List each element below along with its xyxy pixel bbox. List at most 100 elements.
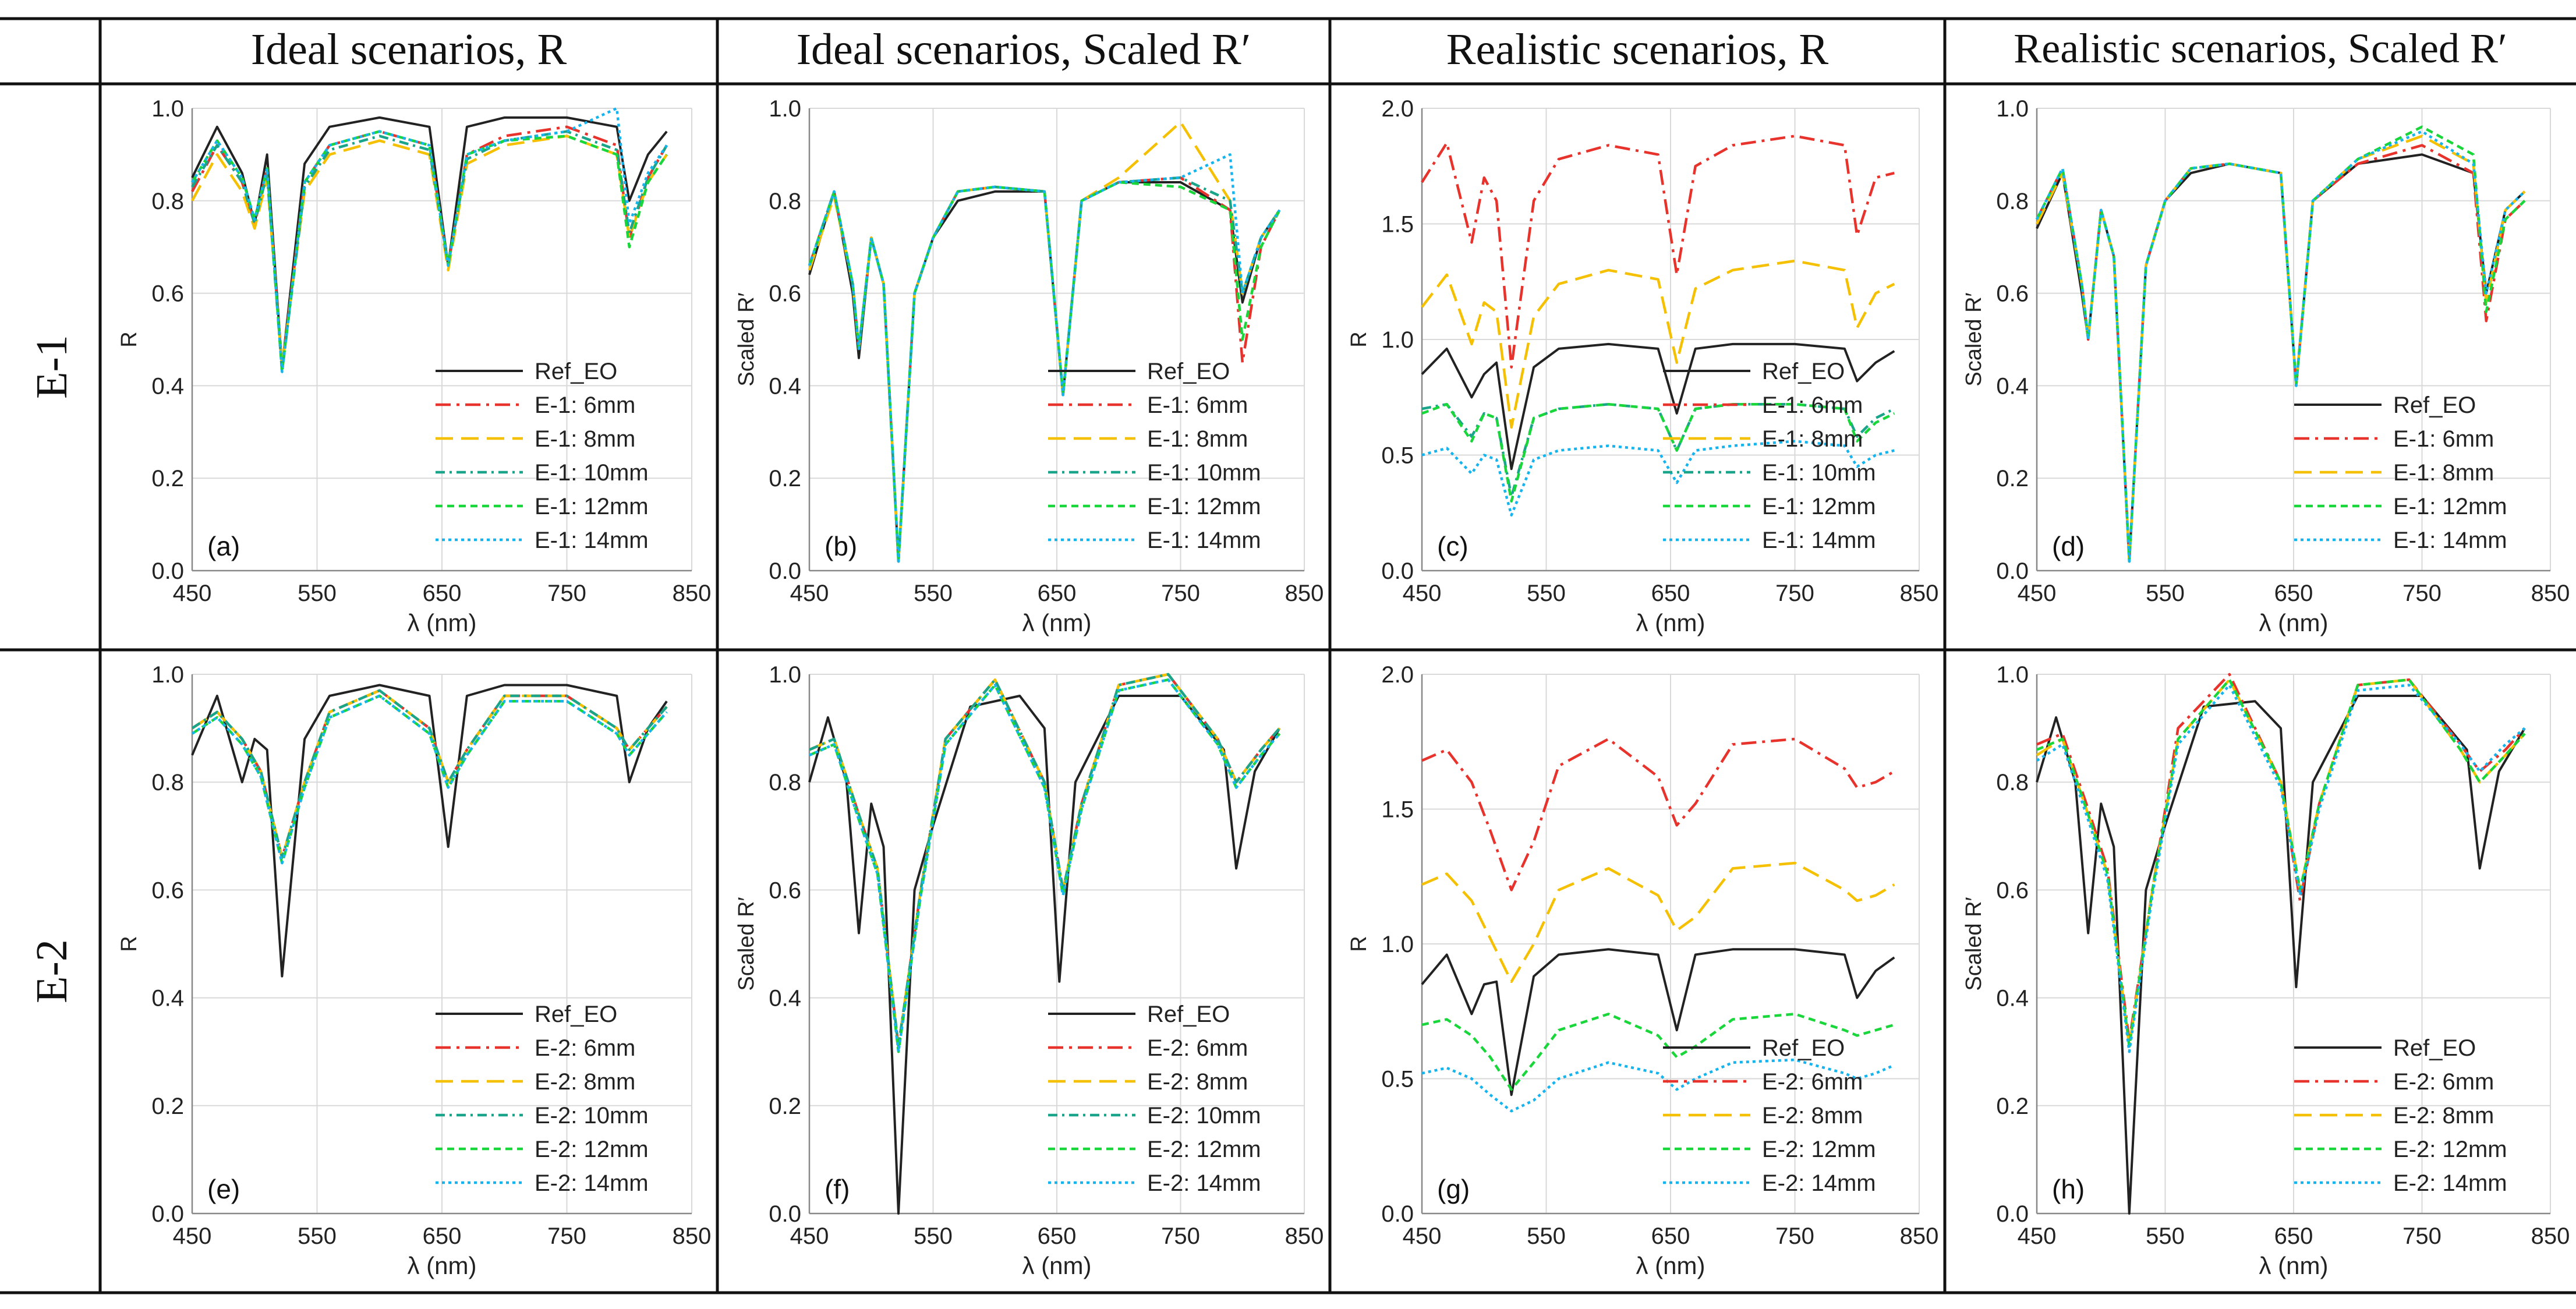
x-axis-title: λ (nm) — [1636, 609, 1705, 636]
series-line-14mm — [1421, 1058, 1895, 1113]
y-tick-label: 0.8 — [151, 189, 184, 214]
panel-label: (a) — [207, 531, 240, 561]
x-tick-label: 450 — [1403, 581, 1442, 606]
x-axis-title: λ (nm) — [1022, 1252, 1092, 1279]
legend-label-ref: Ref_EO — [1147, 359, 1230, 384]
y-tick-label: 1.5 — [1381, 212, 1414, 238]
y-tick-label: 0.8 — [151, 770, 184, 795]
x-tick-label: 450 — [173, 581, 212, 606]
legend-label-ref: Ref_EO — [1147, 1002, 1230, 1027]
series-line-12mm — [191, 130, 668, 373]
x-tick-label: 450 — [1403, 1223, 1442, 1249]
panel-label: (g) — [1437, 1174, 1470, 1204]
legend-label-10mm: E-1: 10mm — [1762, 460, 1876, 486]
legend-label-12mm: E-1: 12mm — [1762, 494, 1876, 519]
x-axis-title: λ (nm) — [408, 609, 477, 636]
x-tick-label: 650 — [423, 581, 462, 606]
chart-panel-f: 0.0 0.2 0.4 0.6 0.8 1.0 450 550 650 750 850 λ (nm) S… — [722, 653, 1325, 1289]
series-line-6mm — [1421, 737, 1895, 891]
legend-label-14mm: E-1: 14mm — [1147, 528, 1261, 553]
x-axis-title: λ (nm) — [1022, 609, 1092, 636]
panel-label: (b) — [825, 531, 857, 561]
y-tick-label: 0.6 — [1996, 878, 2029, 903]
series-line-ref — [2036, 695, 2526, 1215]
series-line-14mm — [809, 678, 1281, 1053]
y-tick-label: 0.2 — [769, 466, 801, 491]
x-tick-label: 750 — [1161, 581, 1200, 606]
series-line-10mm — [809, 673, 1281, 1048]
y-tick-label: 0.0 — [769, 1201, 801, 1227]
legend-label-8mm: E-1: 8mm — [1762, 426, 1863, 452]
legend-label-10mm: E-2: 10mm — [535, 1103, 649, 1128]
y-axis-title: Scaled R′ — [1962, 292, 1986, 386]
x-tick-label: 650 — [1038, 1223, 1077, 1249]
legend-label-10mm: E-1: 10mm — [535, 460, 649, 486]
series-line-6mm — [191, 125, 668, 369]
legend-label-14mm: E-2: 14mm — [535, 1170, 649, 1196]
x-tick-label: 550 — [2146, 581, 2185, 606]
y-tick-label: 0.2 — [151, 466, 184, 491]
series-line-8mm — [1421, 861, 1895, 983]
series-line-14mm — [1421, 440, 1895, 516]
x-tick-label: 850 — [1900, 581, 1939, 606]
panel-label: (f) — [825, 1174, 850, 1204]
x-tick-label: 650 — [1651, 1223, 1690, 1249]
series-line-10mm — [191, 130, 668, 373]
legend-label-10mm: E-1: 10mm — [1147, 460, 1261, 486]
y-tick-label: 1.0 — [769, 662, 801, 688]
y-tick-label: 0.6 — [769, 878, 801, 903]
series-line-6mm — [1421, 135, 1895, 369]
y-tick-label: 0.0 — [1381, 558, 1414, 584]
column-header-realistic-scaled: Realistic scenarios, Scaled R′ — [2014, 25, 2507, 72]
x-tick-label: 550 — [1527, 581, 1566, 606]
series-line-14mm — [191, 694, 668, 865]
legend-label-10mm: E-2: 10mm — [1147, 1103, 1261, 1128]
x-tick-label: 650 — [1038, 581, 1077, 606]
x-tick-label: 550 — [914, 1223, 953, 1249]
y-tick-label: 0.0 — [1996, 558, 2029, 584]
y-tick-label: 0.8 — [769, 770, 801, 795]
panel-label: (c) — [1437, 531, 1469, 561]
row-label-e2: E-2 — [27, 939, 76, 1003]
chart-panel-h: 0.0 0.2 0.4 0.6 0.8 1.0 450 550 650 750 850 λ (nm) S… — [1949, 653, 2571, 1289]
legend-label-6mm: E-2: 6mm — [1762, 1069, 1863, 1095]
x-tick-label: 850 — [673, 581, 712, 606]
legend-label-8mm: E-1: 8mm — [535, 426, 635, 452]
y-axis-title: R — [1347, 331, 1371, 347]
y-tick-label: 0.0 — [151, 1201, 184, 1227]
y-tick-label: 2.0 — [1381, 662, 1414, 688]
x-tick-label: 750 — [1775, 581, 1814, 606]
chart-panel-g: 0.0 0.5 1.0 1.5 2.0 450 550 650 750 850 λ (nm) R (g)… — [1335, 653, 1940, 1289]
y-tick-label: 0.4 — [151, 373, 184, 399]
y-tick-label: 1.0 — [151, 96, 184, 122]
legend-label-6mm: E-2: 6mm — [2393, 1069, 2494, 1095]
legend-label-12mm: E-2: 12mm — [1147, 1137, 1261, 1162]
y-tick-label: 0.8 — [1996, 770, 2029, 795]
legend-label-12mm: E-2: 12mm — [535, 1137, 649, 1162]
column-header-ideal-scaled: Ideal scenarios, Scaled R′ — [796, 25, 1251, 74]
legend-label-14mm: E-2: 14mm — [1762, 1170, 1876, 1196]
x-tick-label: 850 — [2531, 1223, 2570, 1249]
y-tick-label: 0.5 — [1381, 443, 1414, 469]
y-tick-label: 0.2 — [1996, 1094, 2029, 1119]
x-tick-label: 550 — [1527, 1223, 1566, 1249]
legend-label-8mm: E-2: 8mm — [1762, 1103, 1863, 1128]
legend-label-14mm: E-2: 14mm — [2393, 1170, 2507, 1196]
x-tick-label: 750 — [1775, 1223, 1814, 1249]
y-axis-title: Scaled R′ — [734, 897, 759, 990]
legend-label-ref: Ref_EO — [1762, 359, 1845, 384]
legend-label-6mm: E-1: 6mm — [1762, 392, 1863, 418]
y-tick-label: 0.4 — [1996, 373, 2029, 399]
row-label-e1: E-1 — [27, 335, 76, 399]
y-tick-label: 0.6 — [151, 878, 184, 903]
legend-label-12mm: E-1: 12mm — [1147, 494, 1261, 519]
y-tick-label: 0.5 — [1381, 1067, 1414, 1092]
legend-label-14mm: E-2: 14mm — [1147, 1170, 1261, 1196]
chart-panel-b: 0.0 0.2 0.4 0.6 0.8 1.0 450 550 650 750 850 λ (nm) S… — [722, 87, 1325, 646]
legend-label-6mm: E-1: 6mm — [2393, 426, 2494, 452]
x-tick-label: 650 — [2274, 1223, 2313, 1249]
y-tick-label: 1.0 — [1381, 327, 1414, 353]
x-tick-label: 550 — [2146, 1223, 2185, 1249]
y-tick-label: 0.8 — [1996, 189, 2029, 214]
